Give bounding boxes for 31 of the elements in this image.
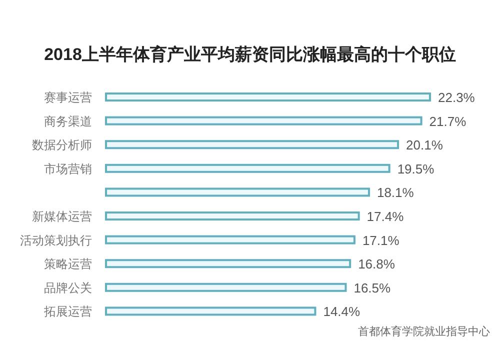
data-label: 20.1% <box>406 138 444 153</box>
data-label: 18.1% <box>376 185 414 200</box>
y-tick-label: 商务渠道 <box>44 114 92 128</box>
chart-title: 2018上半年体育产业平均薪资同比涨幅最高的十个职位 <box>44 44 456 64</box>
bar <box>105 92 431 102</box>
y-tick-label: 品牌公关 <box>44 280 92 295</box>
data-label: 17.1% <box>362 232 400 248</box>
bar <box>105 164 390 173</box>
data-label: 14.4% <box>323 304 361 320</box>
data-label: 17.4% <box>366 209 404 224</box>
bar <box>105 212 360 220</box>
bar <box>105 188 370 197</box>
data-label: 22.3% <box>438 90 476 105</box>
bar <box>105 282 347 292</box>
bar <box>105 140 400 150</box>
data-label: 21.7% <box>429 114 467 129</box>
data-label: 19.5% <box>397 161 435 176</box>
y-tick-label: 赛事运营 <box>44 90 92 104</box>
y-tick-label: 新媒体运营 <box>32 210 92 224</box>
y-tick-label: 市场营销 <box>44 162 92 176</box>
y-tick-label: 数据分析师 <box>32 138 92 152</box>
bar <box>105 116 422 126</box>
data-label: 16.8% <box>358 256 396 272</box>
text: 首都体育学院就业指导中心 <box>358 325 490 338</box>
y-tick-label: 策略运营 <box>44 257 92 272</box>
data-label: 16.5% <box>354 280 392 296</box>
bar <box>105 235 356 244</box>
y-tick-label: 活动策划执行 <box>20 233 92 248</box>
y-tick-label: 拓展运营 <box>43 304 92 319</box>
bar <box>105 259 352 268</box>
bar <box>105 306 316 316</box>
